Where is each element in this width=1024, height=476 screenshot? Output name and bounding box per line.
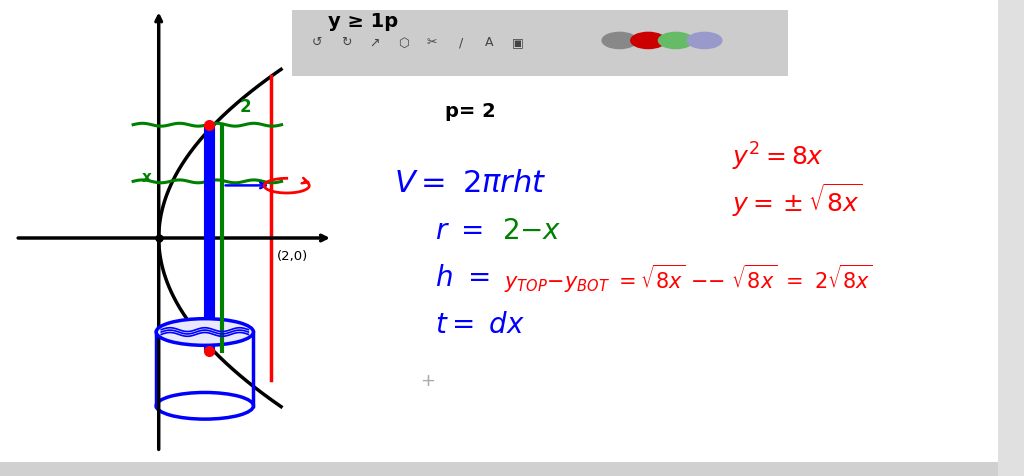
Text: x: x: [141, 170, 152, 185]
Text: ✂: ✂: [427, 36, 437, 50]
Text: $\it{r\ =}$: $\it{r\ =}$: [435, 217, 483, 245]
Circle shape: [658, 32, 693, 49]
Bar: [292, 10, 788, 76]
Text: ↗: ↗: [370, 36, 380, 50]
Text: $\it{t=\ dx}$: $\it{t=\ dx}$: [435, 311, 525, 338]
Text: y ≥ 1p: y ≥ 1p: [329, 12, 398, 31]
Circle shape: [687, 32, 722, 49]
Text: $\it{V=\ 2\pi rht}$: $\it{V=\ 2\pi rht}$: [394, 169, 547, 198]
Ellipse shape: [157, 319, 254, 346]
Text: $\it{2{-}x}$: $\it{2{-}x}$: [502, 217, 561, 245]
Text: ↺: ↺: [312, 36, 323, 50]
Text: ↻: ↻: [341, 36, 351, 50]
Text: $\it{h\ =}$: $\it{h\ =}$: [435, 265, 489, 292]
Text: $\it{y = \pm\sqrt{8x}}$: $\it{y = \pm\sqrt{8x}}$: [732, 181, 862, 218]
Text: 2: 2: [240, 98, 252, 116]
Text: /: /: [459, 36, 463, 50]
Text: ⬡: ⬡: [398, 36, 409, 50]
Bar: [0, 462, 998, 476]
Text: $\it{y^2{=}8x}$: $\it{y^2{=}8x}$: [732, 141, 824, 173]
Text: $\it{y_{TOP}{-}y_{BOT}\ {=}\sqrt{8x}\ {-}{-}\ \sqrt{8x}\ {=}\ 2\sqrt{8x}}$: $\it{y_{TOP}{-}y_{BOT}\ {=}\sqrt{8x}\ {-…: [504, 262, 872, 295]
Text: ▣: ▣: [512, 36, 524, 50]
Bar: [998, 0, 1024, 476]
Text: (2,0): (2,0): [276, 250, 308, 263]
Text: A: A: [485, 36, 494, 50]
Circle shape: [602, 32, 637, 49]
Text: p= 2: p= 2: [445, 102, 497, 121]
Text: +: +: [421, 372, 435, 390]
Circle shape: [631, 32, 666, 49]
